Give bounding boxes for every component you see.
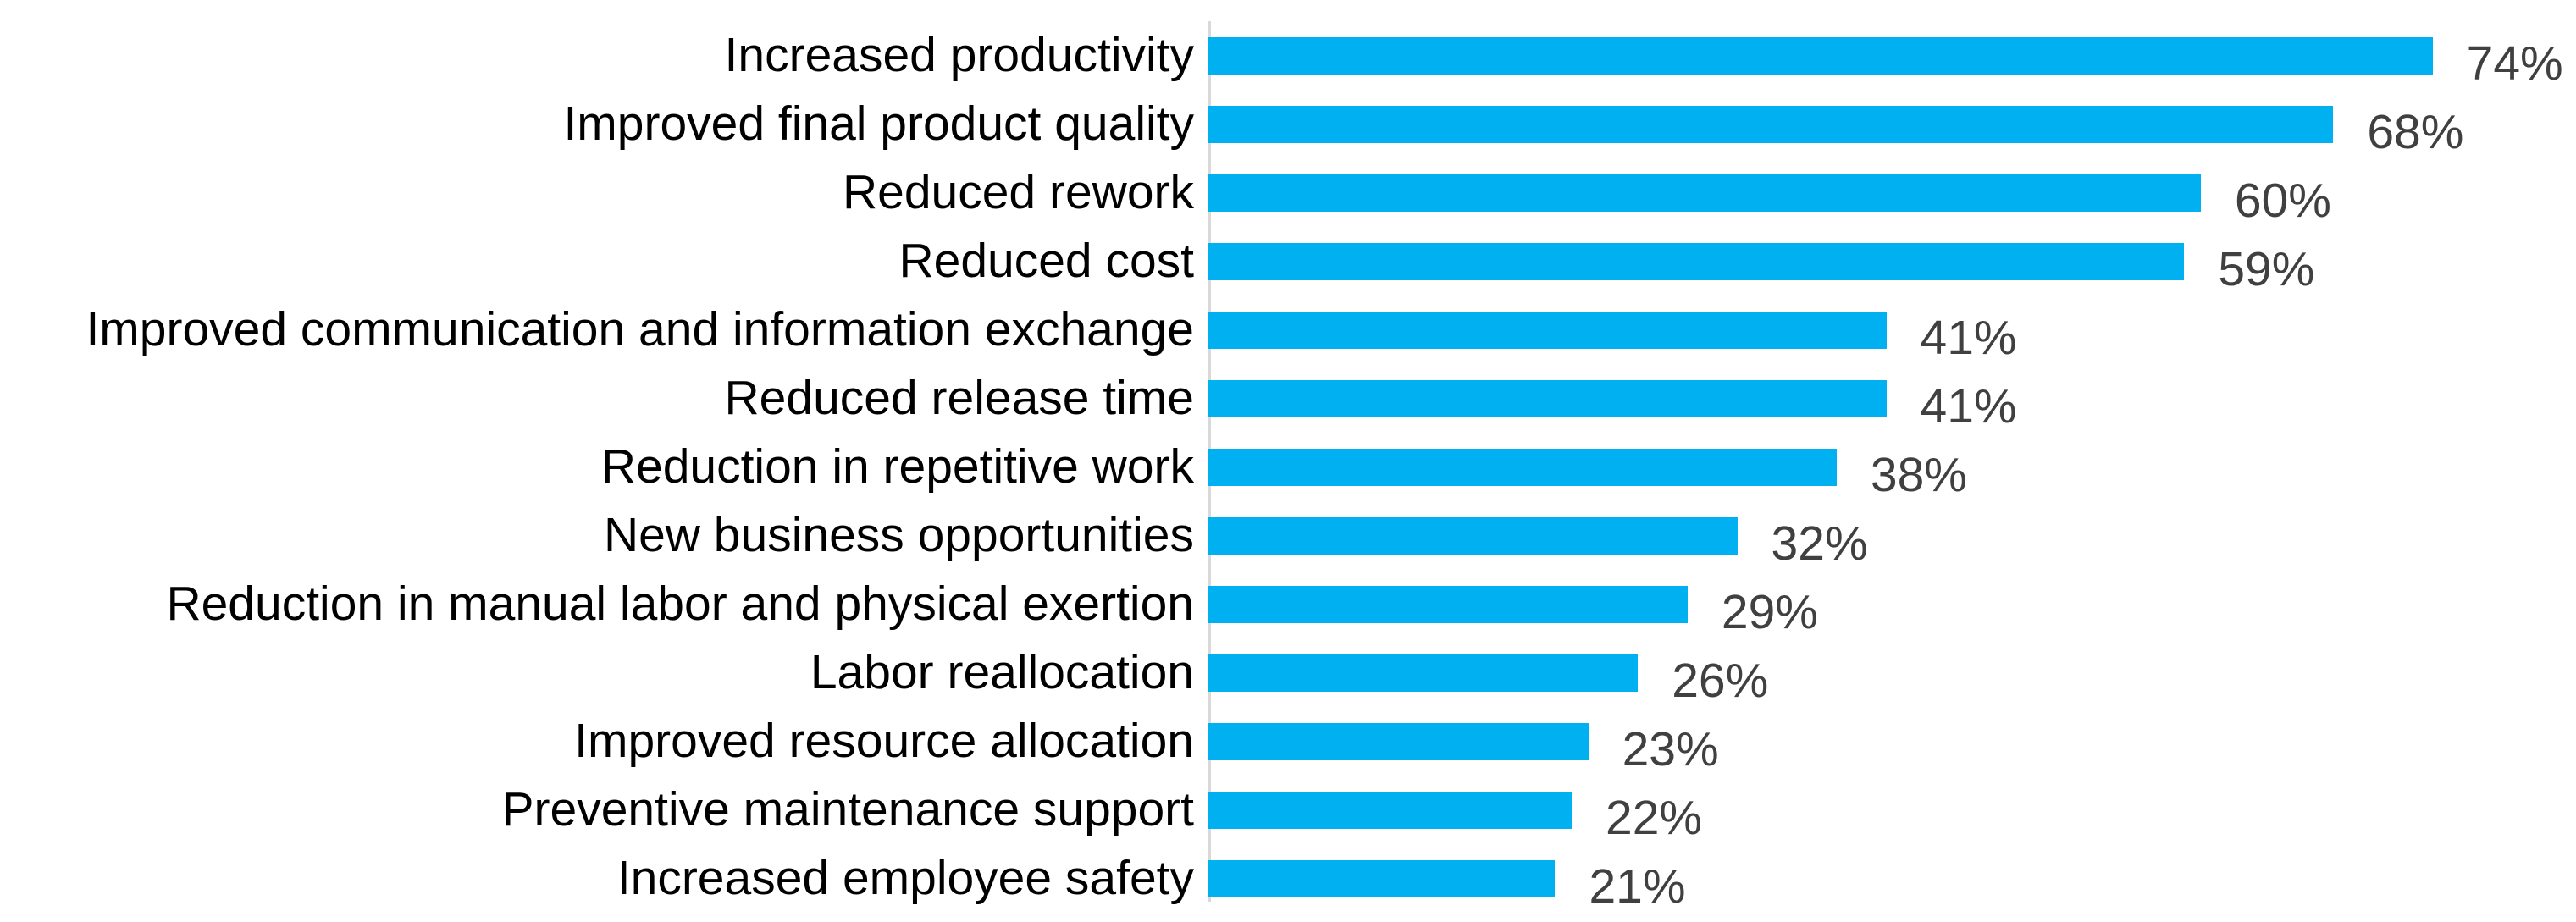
chart-row: Improved communication and information e…	[0, 295, 2576, 364]
category-label: Improved resource allocation	[574, 714, 1194, 768]
bar	[1208, 174, 2201, 212]
bar	[1208, 722, 1589, 760]
chart-row: Improved resource allocation 23%	[0, 707, 2576, 776]
plot-cell: 21%	[1208, 844, 2576, 913]
plot-cell: 32%	[1208, 501, 2576, 570]
value-label: 68%	[2367, 105, 2464, 159]
bar-rows-container: Increased productivity 74% Improved final …	[0, 21, 2576, 913]
plot-cell: 26%	[1208, 638, 2576, 707]
value-label: 74%	[2466, 36, 2563, 91]
value-label: 59%	[2218, 242, 2315, 296]
chart-row: Reduction in repetitive work 38%	[0, 433, 2576, 501]
plot-cell: 23%	[1208, 707, 2576, 776]
value-label: 60%	[2234, 174, 2331, 228]
chart-row: Increased productivity 74%	[0, 21, 2576, 90]
category-label: Reduction in manual labor and physical e…	[166, 577, 1194, 631]
bar	[1208, 105, 2334, 143]
value-label: 32%	[1771, 516, 1868, 571]
bar	[1208, 859, 1556, 897]
value-label: 22%	[1606, 791, 1703, 845]
bar	[1208, 791, 1573, 829]
chart-row: Reduced cost 59%	[0, 227, 2576, 295]
plot-cell: 60%	[1208, 158, 2576, 227]
category-label: Preventive maintenance support	[501, 782, 1194, 836]
category-label: Improved communication and information e…	[86, 302, 1194, 356]
chart-row: Labor reallocation 26%	[0, 638, 2576, 707]
chart-row: New business opportunities 32%	[0, 501, 2576, 570]
plot-cell: 41%	[1208, 364, 2576, 433]
value-label: 21%	[1589, 859, 1686, 914]
category-label: Reduced rework	[842, 165, 1194, 219]
bar	[1208, 585, 1688, 623]
category-label: Reduced release time	[724, 371, 1194, 425]
chart-row: Reduction in manual labor and physical e…	[0, 570, 2576, 638]
bar	[1208, 242, 2185, 280]
category-label: Increased productivity	[724, 28, 1194, 82]
plot-cell: 22%	[1208, 776, 2576, 844]
value-label: 29%	[1721, 585, 1818, 639]
bar	[1208, 516, 1738, 555]
chart-row: Reduced rework 60%	[0, 158, 2576, 227]
bar	[1208, 448, 1837, 486]
value-label: 23%	[1622, 722, 1719, 776]
bar	[1208, 654, 1639, 692]
category-label: Reduced cost	[898, 234, 1194, 288]
chart-row: Improved final product quality 68%	[0, 90, 2576, 158]
plot-cell: 68%	[1208, 90, 2576, 158]
value-label: 41%	[1920, 311, 2017, 365]
chart-row: Preventive maintenance support 22%	[0, 776, 2576, 844]
value-label: 38%	[1870, 448, 1967, 502]
category-label: Labor reallocation	[810, 645, 1194, 699]
category-label: Improved final product quality	[563, 97, 1194, 151]
category-label: Reduction in repetitive work	[600, 439, 1194, 494]
value-label: 26%	[1672, 654, 1769, 708]
category-label: Increased employee safety	[616, 851, 1194, 905]
plot-cell: 74%	[1208, 21, 2576, 90]
chart-row: Increased employee safety 21%	[0, 844, 2576, 913]
plot-cell: 38%	[1208, 433, 2576, 501]
plot-cell: 59%	[1208, 227, 2576, 295]
plot-cell: 41%	[1208, 295, 2576, 364]
bar	[1208, 311, 1887, 349]
value-label: 41%	[1920, 379, 2017, 433]
category-label: New business opportunities	[603, 508, 1194, 562]
bar	[1208, 379, 1887, 417]
chart-row: Reduced release time 41%	[0, 364, 2576, 433]
bar	[1208, 36, 2433, 75]
plot-cell: 29%	[1208, 570, 2576, 638]
